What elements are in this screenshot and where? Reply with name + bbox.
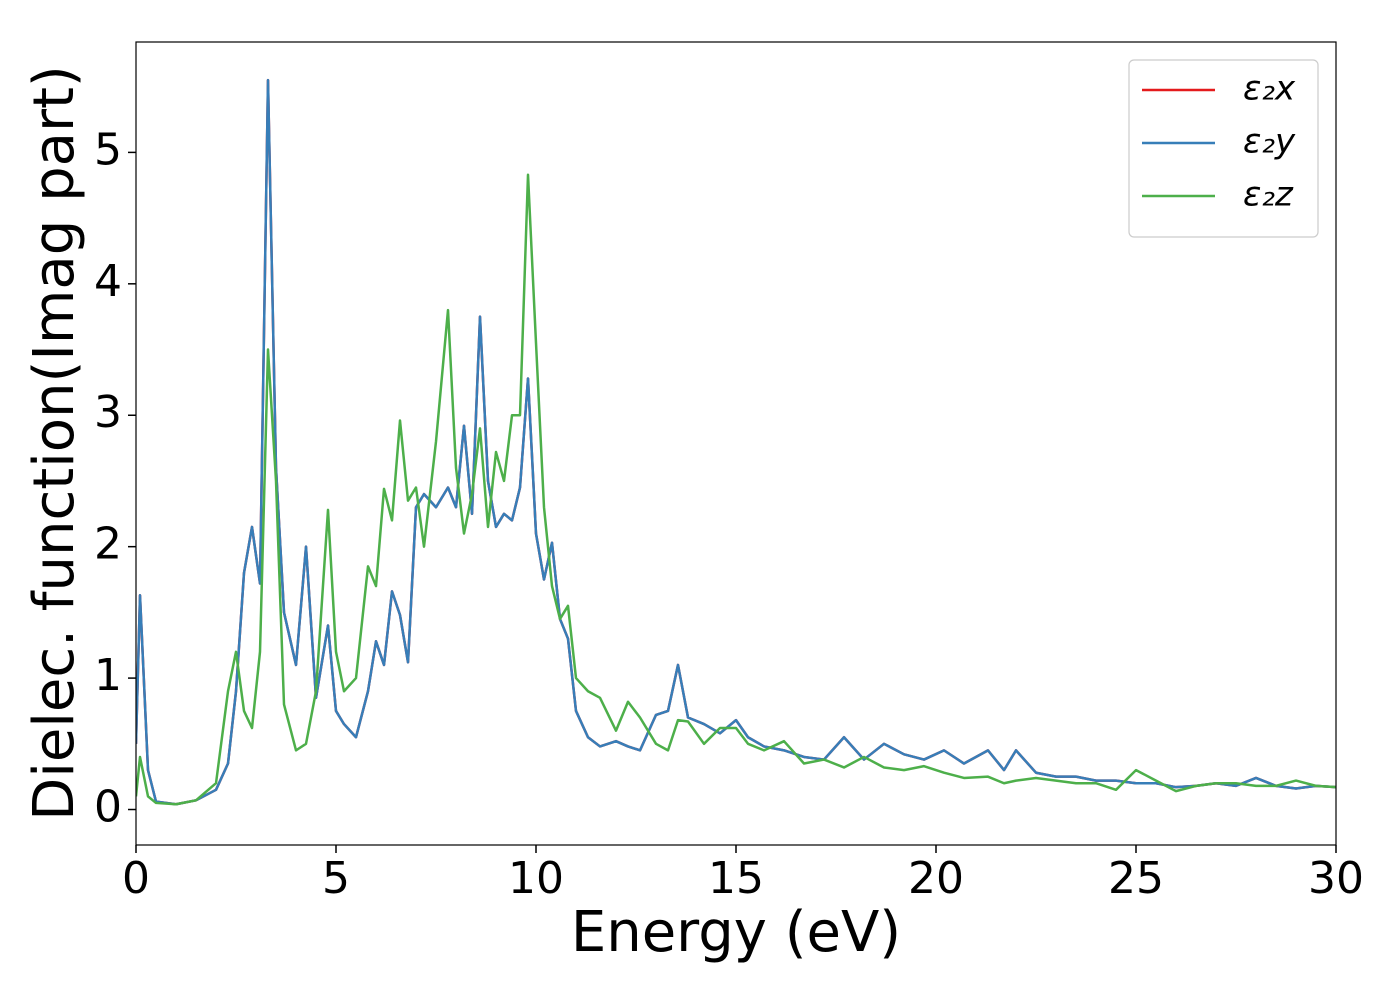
- x-tick-label: 10: [508, 853, 564, 904]
- y-axis-label: Dielec. function(Imag part): [22, 65, 87, 821]
- series-line: [136, 173, 1336, 806]
- x-axis-label: Energy (eV): [571, 900, 901, 965]
- y-tick-label: 2: [94, 519, 122, 570]
- legend-label: ε₂z: [1243, 175, 1294, 215]
- y-tick-label: 4: [94, 256, 122, 307]
- x-tick-label: 30: [1308, 853, 1364, 904]
- x-tick-label: 15: [708, 853, 764, 904]
- x-tick-label: 20: [908, 853, 964, 904]
- y-tick-label: 3: [94, 387, 122, 438]
- legend-box: [1128, 59, 1319, 238]
- x-tick-label: 0: [122, 853, 150, 904]
- y-tick-label: 1: [94, 650, 122, 701]
- y-tick-label: 0: [94, 782, 122, 833]
- x-tick-label: 25: [1108, 853, 1164, 904]
- x-tick-label: 5: [322, 853, 350, 904]
- legend-label: ε₂x: [1243, 69, 1296, 109]
- legend-label: ε₂y: [1243, 122, 1296, 162]
- plot-frame: [135, 41, 1337, 846]
- y-tick-label: 5: [94, 124, 122, 175]
